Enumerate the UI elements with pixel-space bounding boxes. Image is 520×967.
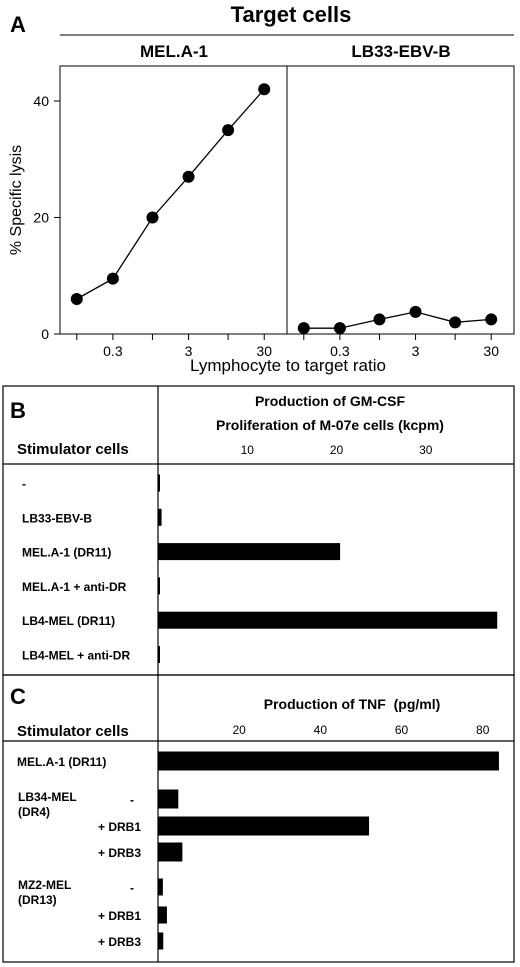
bar <box>158 577 160 595</box>
category-group-label-line: (DR13) <box>18 893 57 907</box>
bar <box>158 751 499 771</box>
category-label: MEL.A-1 (DR11) <box>22 546 111 560</box>
panel-b-letter: B <box>10 398 26 423</box>
x-tick-label: 20 <box>330 443 344 457</box>
data-point <box>182 170 195 183</box>
x-axis-label: Lymphocyte to target ratio <box>190 356 386 375</box>
panel-c-title: Production of TNF (pg/ml) <box>264 696 441 712</box>
bar <box>158 474 160 492</box>
bar <box>158 932 164 950</box>
category-label: + DRB1 <box>98 820 141 834</box>
x-tick-label: 0.3 <box>330 343 350 359</box>
x-tick-label: 80 <box>476 723 490 737</box>
data-point <box>222 124 235 137</box>
y-tick-label: 0 <box>41 326 49 342</box>
bar <box>158 543 341 561</box>
data-point <box>449 316 462 329</box>
data-point <box>70 293 83 306</box>
data-point <box>146 211 159 224</box>
bar <box>158 878 163 896</box>
panel-b-row-header: Stimulator cells <box>17 441 129 458</box>
x-tick-label: 10 <box>241 443 255 457</box>
data-point <box>333 322 346 335</box>
x-tick-label: 3 <box>412 343 420 359</box>
data-point <box>106 272 119 285</box>
panel-c-row-header: Stimulator cells <box>17 723 129 740</box>
data-point <box>485 313 498 326</box>
category-label: - <box>22 477 26 491</box>
bar <box>158 842 183 862</box>
category-label: LB4-MEL + anti-DR <box>22 649 130 663</box>
bar <box>158 646 160 663</box>
panel-a-letter: A <box>10 12 26 37</box>
bar <box>158 816 370 836</box>
plot-title-lb33: LB33-EBV-B <box>351 42 450 61</box>
panel-a-heading: Target cells <box>231 2 352 27</box>
x-tick-label: 30 <box>483 343 499 359</box>
category-label: - <box>130 881 134 895</box>
panel-c-frame <box>2 674 515 963</box>
category-label: MEL.A-1 + anti-DR <box>22 580 127 594</box>
gm-csf-bar-chart: 10 20 30 - LB33-EBV-B MEL.A-1 (DR11) MEL.A-1 +… <box>22 443 498 663</box>
x-tick-label: 20 <box>232 723 246 737</box>
bar <box>158 906 167 924</box>
bar <box>158 508 162 526</box>
category-label: - <box>130 793 134 807</box>
y-tick-label: 20 <box>33 209 49 225</box>
panel-c: C Production of TNF (pg/ml) Stimulator c… <box>2 674 515 963</box>
plot-title-mel-a1: MEL.A-1 <box>140 42 208 61</box>
series-line-lb33-ebv-b <box>303 311 492 329</box>
category-group-label: MEL.A-1 (DR11) <box>17 755 106 769</box>
y-tick-label: 40 <box>33 93 49 109</box>
x-tick-label: 30 <box>256 343 272 359</box>
x-tick-label: 40 <box>314 723 328 737</box>
data-point <box>258 83 271 96</box>
plot-lb33-ebv-b: 0.3 3 30 <box>297 305 499 359</box>
category-label: + DRB3 <box>98 935 141 949</box>
category-group-label-line: MZ2-MEL <box>18 878 71 892</box>
panel-a: A Target cells MEL.A-1 LB33-EBV-B 02040 … <box>8 2 515 375</box>
bar <box>158 789 179 809</box>
panel-b-title: Production of GM-CSF <box>255 393 406 409</box>
category-label: LB4-MEL (DR11) <box>22 614 115 628</box>
panel-b: B Production of GM-CSF Proliferation of … <box>2 385 515 676</box>
x-tick-label: 3 <box>185 343 193 359</box>
category-label: + DRB1 <box>98 909 141 923</box>
category-label: + DRB3 <box>98 846 141 860</box>
x-tick-label: 60 <box>395 723 409 737</box>
category-group-label-line: LB34-MEL <box>18 790 77 804</box>
category-label: LB33-EBV-B <box>22 511 92 525</box>
panel-b-subtitle: Proliferation of M-07e cells (kcpm) <box>216 417 444 433</box>
y-axis-label: % Specific lysis <box>8 145 25 255</box>
category-group-label: MZ2-MEL (DR13) <box>18 878 71 907</box>
x-tick-label: 30 <box>419 443 433 457</box>
data-point <box>373 313 386 326</box>
bar <box>158 611 498 629</box>
x-tick-label: 0.3 <box>103 343 123 359</box>
data-point <box>409 305 422 318</box>
category-group-label-line: (DR4) <box>18 805 50 819</box>
tnf-bar-chart: 20 40 60 80 MEL.A-1 (DR11) LB34-MEL (DR4) - + DR… <box>17 723 499 950</box>
y-axis: 0 20 40 <box>33 93 60 342</box>
series-line-mel-a1 <box>76 88 265 300</box>
plot-mel-a1: 0.3 3 30 <box>70 83 272 359</box>
category-group-label: LB34-MEL (DR4) <box>18 790 77 819</box>
data-point <box>297 322 310 335</box>
panel-c-letter: C <box>10 684 26 709</box>
